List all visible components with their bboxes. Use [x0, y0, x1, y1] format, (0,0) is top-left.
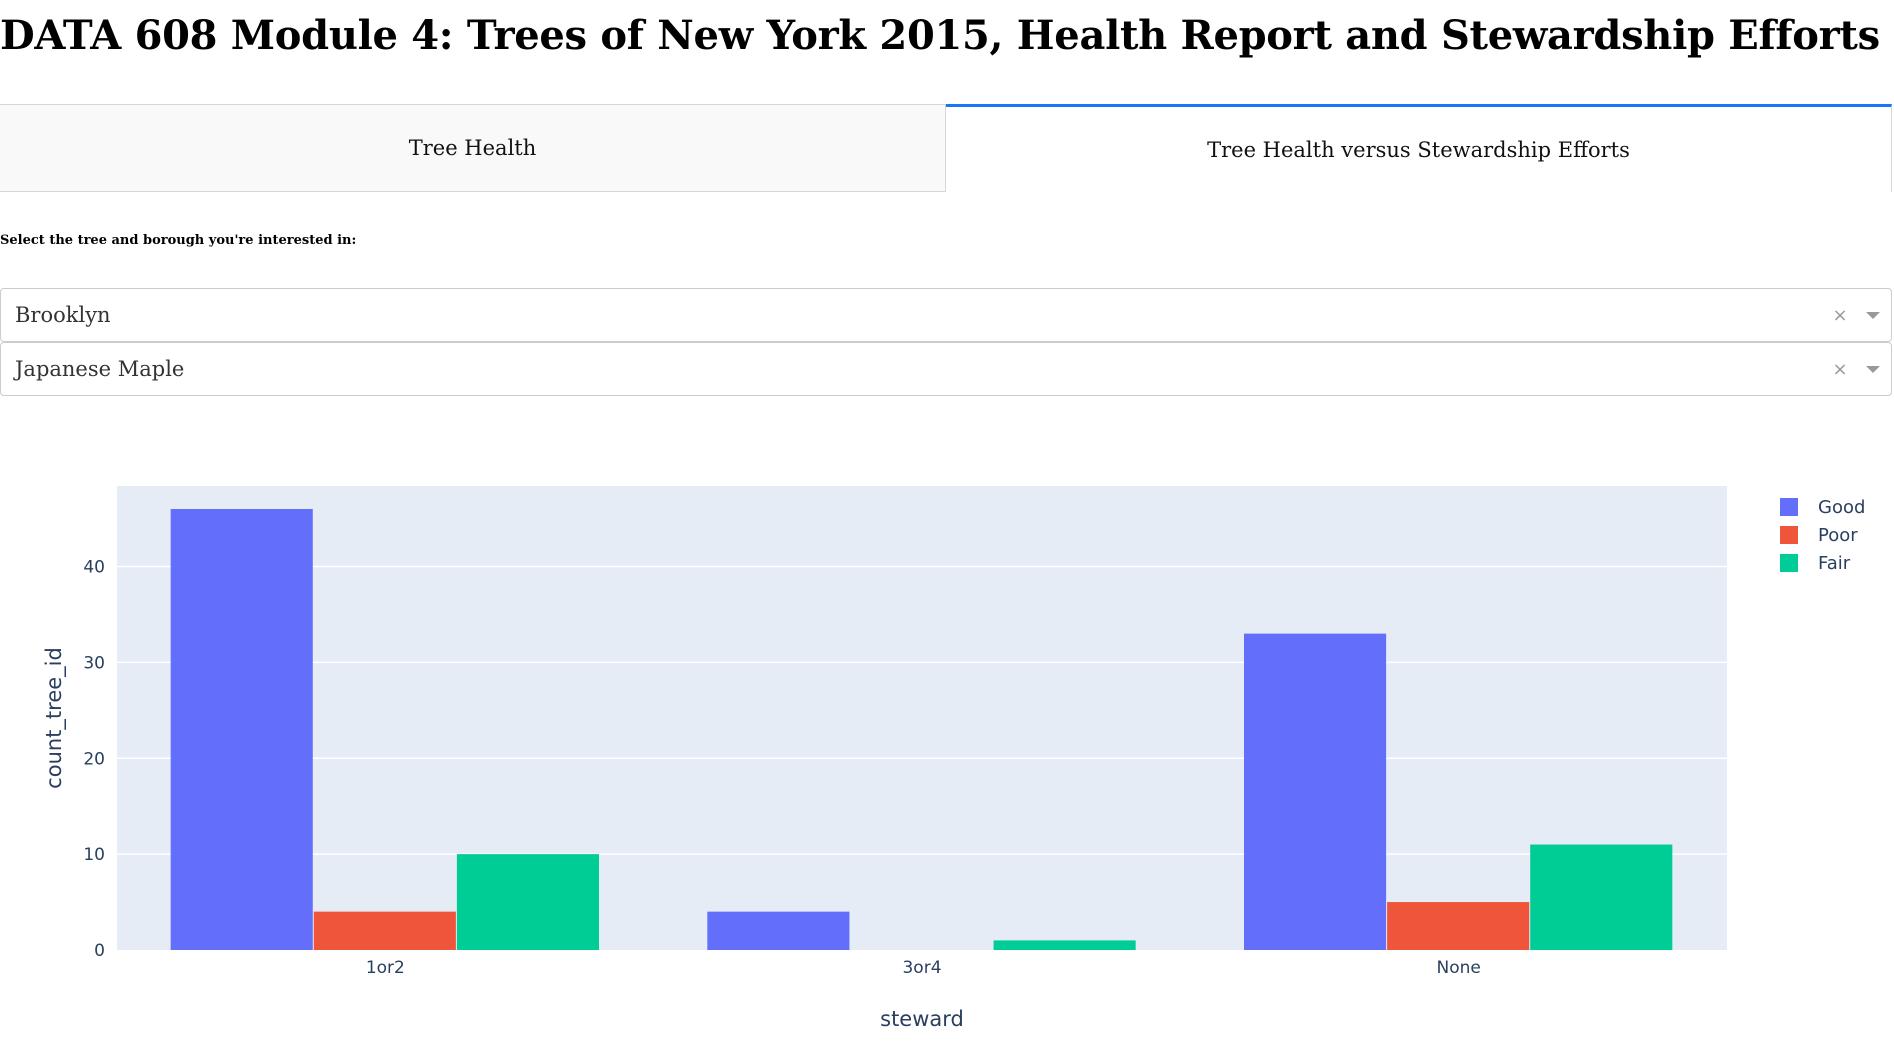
bar-good-3or4	[707, 911, 850, 950]
chevron-down-icon[interactable]	[1855, 365, 1891, 373]
x-tick-label: 1or2	[366, 958, 405, 978]
legend-label-poor: Poor	[1818, 525, 1858, 546]
x-axis-title: steward	[880, 1007, 964, 1031]
legend-swatch-fair	[1780, 554, 1798, 572]
y-tick-label: 10	[83, 845, 105, 865]
bar-poor-none	[1387, 902, 1530, 950]
filter-label: Select the tree and borough you're inter…	[0, 233, 357, 248]
bar-fair-none	[1530, 844, 1673, 950]
legend-label-good: Good	[1818, 497, 1865, 518]
y-tick-label: 20	[83, 749, 105, 769]
y-tick-label: 40	[83, 558, 105, 578]
bar-poor-1or2	[313, 911, 456, 950]
bar-good-1or2	[170, 509, 313, 950]
tab-tree-health[interactable]: Tree Health	[0, 104, 946, 192]
legend-swatch-good	[1780, 498, 1798, 516]
bar-fair-1or2	[456, 854, 599, 950]
tree-dropdown-value: Japanese Maple	[15, 357, 185, 381]
y-axis-title: count_tree_id	[42, 647, 67, 789]
tree-dropdown[interactable]: Japanese Maple ×	[0, 342, 1892, 396]
tab-bar: Tree Health Tree Health versus Stewardsh…	[0, 104, 1894, 194]
page-title: DATA 608 Module 4: Trees of New York 201…	[0, 12, 1880, 59]
close-icon[interactable]: ×	[1832, 358, 1848, 380]
health-vs-steward-chart: 0 10 20 30 40 1or2 3or4 None steward count_tree_i…	[42, 486, 1865, 1031]
plot-area	[117, 486, 1727, 950]
close-icon[interactable]: ×	[1832, 304, 1848, 326]
tab-tree-health-vs-stewardship[interactable]: Tree Health versus Stewardship Efforts	[946, 104, 1892, 192]
borough-dropdown-value: Brooklyn	[15, 303, 111, 327]
y-tick-label: 30	[83, 653, 105, 673]
x-tick-label: 3or4	[902, 958, 941, 978]
x-tick-label: None	[1436, 958, 1480, 978]
borough-dropdown[interactable]: Brooklyn ×	[0, 288, 1892, 342]
legend-swatch-poor	[1780, 526, 1798, 544]
y-tick-label: 0	[94, 941, 105, 961]
chevron-down-icon[interactable]	[1855, 311, 1891, 319]
bar-good-none	[1244, 633, 1387, 950]
legend-label-fair: Fair	[1818, 553, 1851, 574]
bar-fair-3or4	[993, 940, 1136, 950]
